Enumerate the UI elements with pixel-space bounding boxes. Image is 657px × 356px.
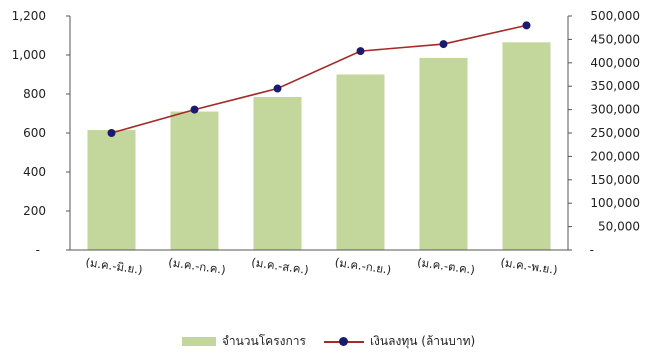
left-tick-label: 800 — [23, 87, 46, 101]
bar — [170, 111, 219, 250]
category-label: (ม.ค.-ส.ค.) — [250, 255, 309, 277]
left-tick-label: - — [36, 243, 40, 257]
line-point — [439, 40, 448, 49]
legend-label-line: เงินลงทุน (ล้านบาท) — [369, 334, 476, 348]
legend: จำนวนโครงการ เงินลงทุน (ล้านบาท) — [0, 332, 657, 351]
legend-label-bars: จำนวนโครงการ — [221, 334, 306, 348]
category-label: (ม.ค.-ต.ค.) — [416, 255, 476, 277]
line-point — [190, 105, 199, 114]
line-point — [356, 47, 365, 56]
right-tick-label: 150,000 — [590, 173, 640, 187]
line-series — [111, 24, 527, 134]
chart: -2004006008001,0001,200-50,000100,000150… — [12, 9, 640, 277]
right-tick-label: 250,000 — [590, 126, 640, 140]
category-label: (ม.ค.-ก.ย.) — [334, 255, 392, 277]
left-tick-label: 1,200 — [12, 9, 46, 23]
right-tick-label: 350,000 — [590, 79, 640, 93]
bar — [336, 74, 385, 250]
right-tick-label: 100,000 — [590, 196, 640, 210]
right-tick-label: 400,000 — [590, 56, 640, 70]
left-tick-label: 400 — [23, 165, 46, 179]
line-point — [273, 84, 282, 93]
line-point — [522, 21, 531, 30]
right-tick-label: - — [590, 243, 594, 257]
right-tick-label: 450,000 — [590, 32, 640, 46]
bar — [87, 130, 136, 250]
legend-item-line: เงินลงทุน (ล้านบาท) — [323, 332, 476, 351]
right-tick-label: 50,000 — [598, 220, 640, 234]
left-tick-label: 1,000 — [12, 48, 46, 62]
bar — [502, 42, 551, 251]
bar — [253, 96, 302, 250]
legend-line-swatch — [323, 336, 364, 347]
line-series-group — [107, 21, 531, 137]
right-tick-label: 200,000 — [590, 149, 640, 163]
bar — [419, 57, 468, 250]
category-label: (ม.ค.-มิ.ย.) — [85, 255, 144, 277]
bars-group — [87, 42, 551, 251]
left-tick-label: 200 — [23, 204, 46, 218]
line-point — [107, 129, 116, 137]
category-label: (ม.ค.-ก.ค.) — [168, 255, 227, 277]
legend-bar-swatch — [181, 337, 216, 346]
legend-item-bars: จำนวนโครงการ — [181, 332, 306, 351]
right-tick-label: 300,000 — [590, 103, 640, 117]
left-tick-label: 600 — [23, 126, 46, 140]
right-tick-label: 500,000 — [590, 9, 640, 23]
category-label: (ม.ค.-พ.ย.) — [500, 255, 559, 277]
axes-group: -2004006008001,0001,200-50,000100,000150… — [12, 9, 640, 277]
